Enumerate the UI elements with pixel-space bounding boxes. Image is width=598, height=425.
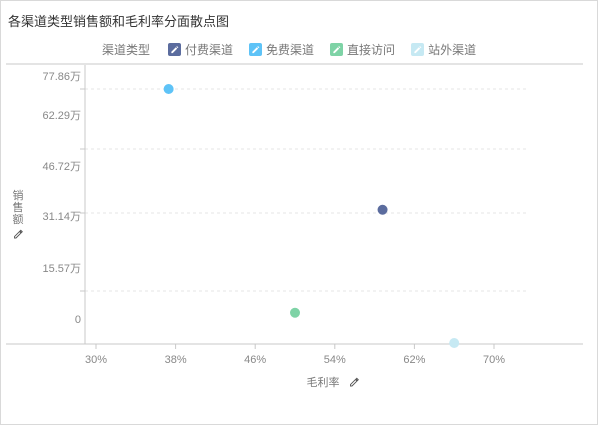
legend-label: 免费渠道 bbox=[266, 42, 315, 57]
x-tick-label: 38% bbox=[165, 354, 187, 366]
pencil-icon bbox=[330, 42, 344, 56]
legend-label: 直接访问 bbox=[347, 42, 396, 57]
legend-item-free[interactable]: 免费渠道 bbox=[249, 41, 314, 58]
y-ticks: 0 15.57万 31.14万 46.72万 62.29万 77.86万 bbox=[42, 71, 85, 326]
pencil-icon[interactable] bbox=[14, 229, 23, 239]
y-tick-label: 15.57万 bbox=[42, 263, 81, 275]
y-axis-label-char: 销 bbox=[13, 188, 24, 202]
x-tick-label: 62% bbox=[403, 354, 425, 366]
pencil-icon[interactable] bbox=[350, 377, 359, 387]
y-axis-label-char: 额 bbox=[13, 213, 24, 226]
y-axis-label-char: 售 bbox=[13, 200, 24, 214]
data-points bbox=[163, 84, 460, 348]
legend-label: 付费渠道 bbox=[185, 42, 234, 57]
y-tick-label: 0 bbox=[75, 314, 81, 326]
legend-label: 站外渠道 bbox=[428, 42, 477, 57]
data-point[interactable] bbox=[449, 338, 460, 348]
legend-item-paid[interactable]: 付费渠道 bbox=[168, 41, 233, 58]
x-tick-label: 70% bbox=[483, 354, 505, 366]
legend-item-direct[interactable]: 直接访问 bbox=[330, 41, 395, 58]
grid-lines bbox=[85, 88, 529, 292]
chart-title: 各渠道类型销售额和毛利率分面散点图 bbox=[8, 14, 230, 29]
data-point[interactable] bbox=[377, 204, 388, 215]
legend-title: 渠道类型 bbox=[102, 42, 151, 57]
x-tick-label: 54% bbox=[324, 354, 346, 366]
pencil-icon bbox=[168, 42, 182, 56]
y-tick-label: 31.14万 bbox=[42, 211, 81, 223]
y-tick-label: 62.29万 bbox=[42, 110, 81, 122]
y-tick-label: 46.72万 bbox=[42, 161, 81, 173]
x-tick-label: 30% bbox=[85, 354, 107, 366]
x-tick-label: 46% bbox=[244, 354, 266, 366]
x-ticks: 30% 38% 46% 54% 62% 70% bbox=[85, 344, 505, 366]
pencil-icon bbox=[249, 42, 263, 56]
pencil-icon bbox=[411, 42, 425, 56]
axis-labels: 毛利率 销售额 bbox=[13, 188, 359, 389]
axes bbox=[6, 63, 583, 345]
data-point[interactable] bbox=[163, 84, 174, 94]
y-tick-label: 77.86万 bbox=[42, 71, 81, 83]
legend: 渠道类型 付费渠道 免费渠道 直接访问 站外渠道 bbox=[102, 41, 492, 57]
x-axis-label: 毛利率 bbox=[307, 375, 340, 389]
data-point[interactable] bbox=[290, 307, 300, 318]
legend-item-external[interactable]: 站外渠道 bbox=[411, 41, 476, 58]
